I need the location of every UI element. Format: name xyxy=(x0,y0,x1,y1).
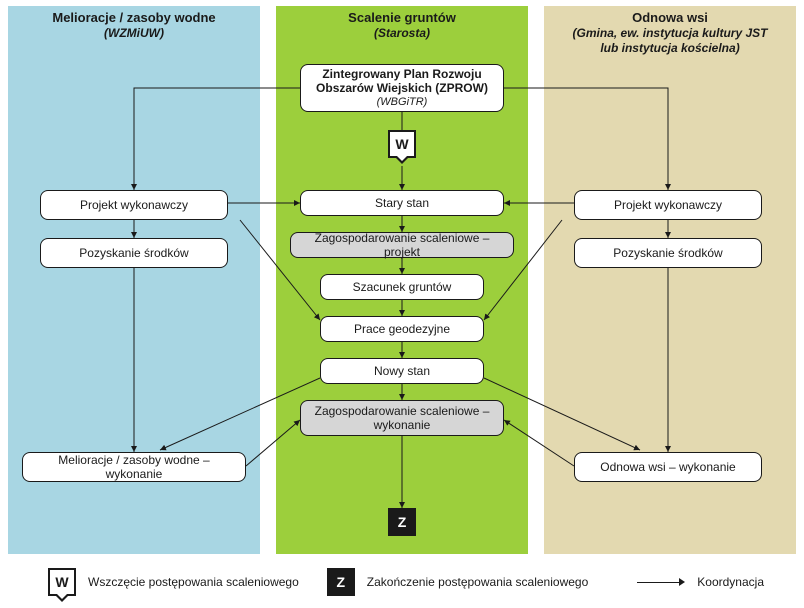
col-header-right: Odnowa wsi (Gmina, ew. instytucja kultur… xyxy=(544,6,796,56)
col-sub-left: (WZMiUW) xyxy=(8,26,260,41)
legend: W Wszczęcie postępowania scaleniowego Z … xyxy=(0,560,804,604)
col-header-left: Melioracje / zasoby wodne (WZMiUW) xyxy=(8,6,260,41)
node-m_zag2: Zagospodarowanie scaleniowe – wykonanie xyxy=(300,400,504,436)
legend-z-icon: Z xyxy=(327,568,355,596)
col-title-mid: Scalenie gruntów xyxy=(276,10,528,26)
legend-item-koord: Koordynacja xyxy=(637,575,764,589)
z-badge: Z xyxy=(388,508,416,536)
col-sub-mid: (Starosta) xyxy=(276,26,528,41)
koord-arrow-icon xyxy=(637,577,685,587)
node-m_old: Stary stan xyxy=(300,190,504,216)
legend-z-label: Zakończenie postępowania scaleniowego xyxy=(367,575,588,589)
node-r_exec: Odnowa wsi – wykonanie xyxy=(574,452,762,482)
node-l_proj: Projekt wykonawczy xyxy=(40,190,228,220)
node-l_exec: Melioracje / zasoby wodne – wykonanie xyxy=(22,452,246,482)
w-badge-label: W xyxy=(395,136,408,152)
node-m_new: Nowy stan xyxy=(320,358,484,384)
col-header-mid: Scalenie gruntów (Starosta) xyxy=(276,6,528,41)
node-m_geo: Prace geodezyjne xyxy=(320,316,484,342)
node-l_fund: Pozyskanie środków xyxy=(40,238,228,268)
legend-w-icon: W xyxy=(48,568,76,596)
z-badge-label: Z xyxy=(398,514,407,530)
col-sub-right: (Gmina, ew. instytucja kultury JST lub i… xyxy=(544,26,796,56)
col-title-left: Melioracje / zasoby wodne xyxy=(8,10,260,26)
node-r_proj: Projekt wykonawczy xyxy=(574,190,762,220)
legend-item-w: W Wszczęcie postępowania scaleniowego xyxy=(48,568,299,596)
legend-w-label: Wszczęcie postępowania scaleniowego xyxy=(88,575,299,589)
legend-item-z: Z Zakończenie postępowania scaleniowego xyxy=(327,568,588,596)
node-m_szac: Szacunek gruntów xyxy=(320,274,484,300)
col-title-right: Odnowa wsi xyxy=(544,10,796,26)
node-r_fund: Pozyskanie środków xyxy=(574,238,762,268)
legend-koord-label: Koordynacja xyxy=(697,575,764,589)
w-badge: W xyxy=(388,130,416,158)
node-zprow: Zintegrowany Plan Rozwoju Obszarów Wiejs… xyxy=(300,64,504,112)
node-m_zag1: Zagospodarowanie scaleniowe – projekt xyxy=(290,232,514,258)
